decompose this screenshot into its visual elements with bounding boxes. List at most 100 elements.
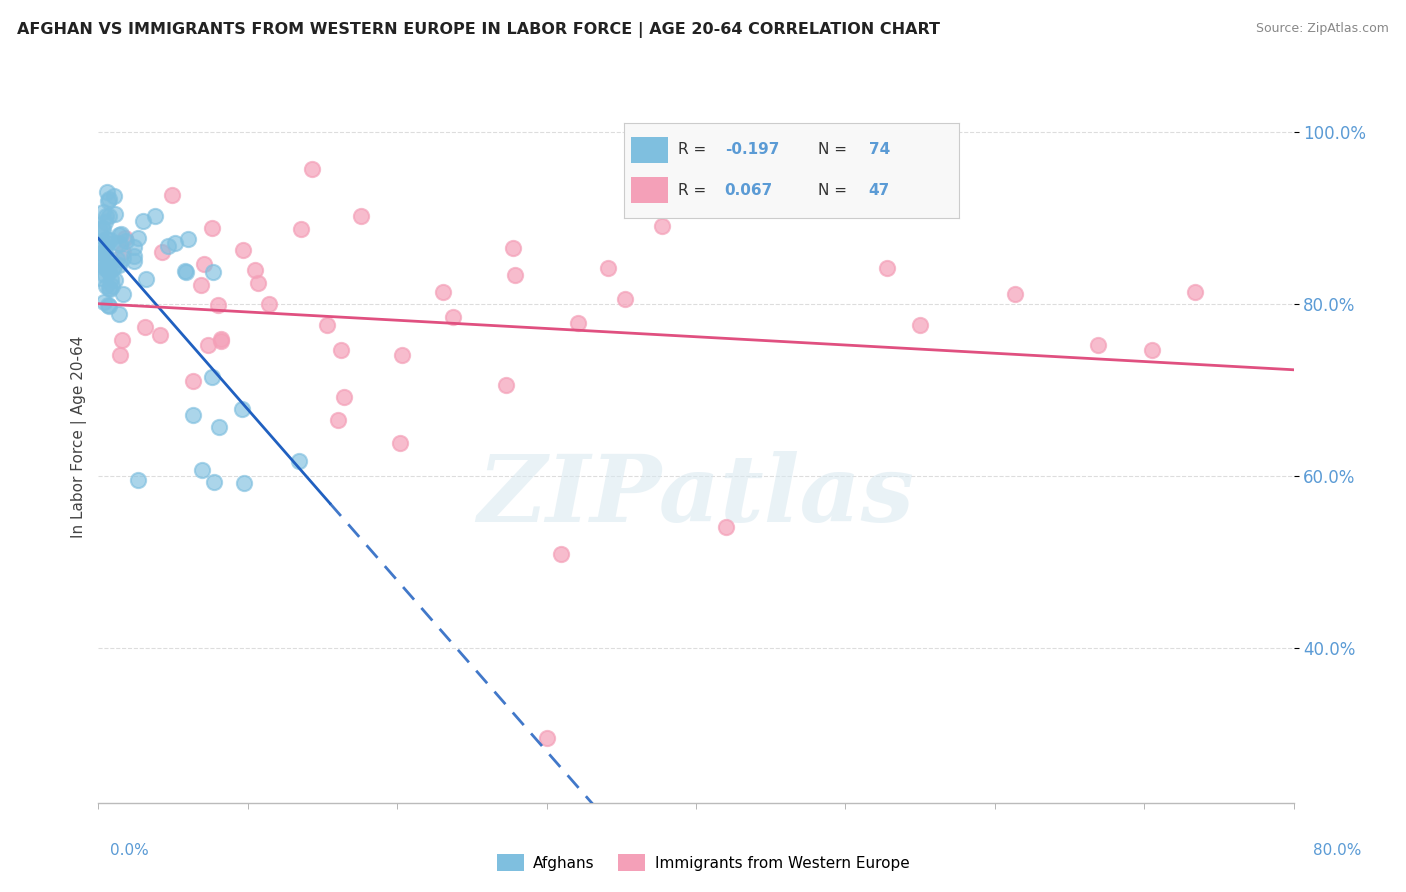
Point bbox=[231, 402, 253, 417]
Point bbox=[257, 297, 280, 311]
Point bbox=[181, 375, 204, 389]
Point bbox=[301, 161, 323, 176]
Point bbox=[97, 193, 120, 207]
Point bbox=[714, 520, 737, 534]
Point bbox=[200, 221, 222, 235]
Point bbox=[150, 245, 173, 260]
Point bbox=[191, 462, 214, 476]
Text: Source: ZipAtlas.com: Source: ZipAtlas.com bbox=[1256, 22, 1389, 36]
Point bbox=[105, 252, 128, 266]
Point bbox=[135, 272, 157, 286]
Point bbox=[495, 378, 517, 392]
Point bbox=[111, 287, 134, 301]
Point bbox=[1140, 343, 1163, 357]
Point bbox=[160, 188, 183, 202]
Point bbox=[536, 731, 558, 746]
Point bbox=[145, 209, 167, 223]
Text: AFGHAN VS IMMIGRANTS FROM WESTERN EUROPE IN LABOR FORCE | AGE 20-64 CORRELATION : AFGHAN VS IMMIGRANTS FROM WESTERN EUROPE… bbox=[17, 22, 939, 38]
Y-axis label: In Labor Force | Age 20-64: In Labor Force | Age 20-64 bbox=[72, 336, 87, 538]
Point bbox=[89, 223, 111, 237]
Point bbox=[503, 268, 526, 283]
Point bbox=[96, 235, 118, 250]
Point bbox=[110, 237, 132, 252]
Point bbox=[190, 278, 212, 293]
Point bbox=[97, 194, 120, 208]
Point bbox=[97, 281, 120, 295]
Point bbox=[176, 232, 198, 246]
Point bbox=[112, 244, 135, 259]
Point bbox=[388, 436, 411, 450]
Point bbox=[100, 272, 122, 286]
Point bbox=[127, 473, 149, 487]
Point bbox=[350, 210, 373, 224]
Point bbox=[290, 222, 312, 236]
Point bbox=[173, 264, 195, 278]
Point bbox=[245, 263, 267, 277]
Point bbox=[107, 227, 129, 242]
Point bbox=[103, 259, 125, 273]
Point bbox=[202, 265, 225, 279]
Point bbox=[908, 318, 931, 333]
Point bbox=[104, 207, 127, 221]
Point bbox=[1004, 286, 1026, 301]
Point bbox=[246, 277, 269, 291]
Point bbox=[127, 231, 149, 245]
Point bbox=[209, 332, 232, 346]
Point bbox=[90, 242, 112, 256]
Point bbox=[391, 349, 413, 363]
Point bbox=[111, 334, 134, 348]
Point bbox=[326, 413, 349, 427]
Point bbox=[98, 282, 121, 296]
Point bbox=[441, 310, 464, 325]
Point bbox=[614, 292, 637, 306]
Point bbox=[202, 475, 225, 490]
Point bbox=[94, 215, 117, 229]
Point bbox=[96, 259, 118, 273]
Point bbox=[124, 240, 146, 254]
Point bbox=[111, 251, 134, 265]
Point bbox=[96, 251, 118, 265]
Text: 0.0%: 0.0% bbox=[110, 843, 149, 858]
Point bbox=[93, 222, 115, 236]
Point bbox=[94, 243, 117, 257]
Point bbox=[91, 245, 114, 260]
Point bbox=[89, 250, 111, 264]
Point bbox=[208, 420, 231, 434]
Point bbox=[108, 348, 131, 362]
Point bbox=[91, 220, 114, 235]
Point bbox=[149, 328, 172, 343]
Point bbox=[432, 285, 454, 299]
Point bbox=[110, 227, 132, 241]
Point bbox=[1184, 285, 1206, 300]
Point bbox=[97, 263, 120, 277]
Point bbox=[197, 338, 219, 352]
Point bbox=[122, 249, 145, 263]
Point bbox=[89, 257, 111, 271]
Point bbox=[114, 230, 136, 244]
Point bbox=[193, 257, 215, 271]
Point bbox=[232, 244, 254, 258]
Point bbox=[134, 319, 156, 334]
Point bbox=[94, 268, 117, 282]
Point bbox=[90, 235, 112, 249]
Point bbox=[876, 261, 898, 276]
Point bbox=[329, 343, 352, 357]
Point bbox=[1087, 338, 1109, 352]
Point bbox=[91, 246, 114, 260]
Text: ZIPatlas: ZIPatlas bbox=[478, 450, 914, 541]
Point bbox=[174, 265, 197, 279]
Point bbox=[103, 260, 125, 275]
Point bbox=[96, 185, 118, 199]
Point bbox=[550, 547, 572, 561]
Point bbox=[93, 294, 115, 309]
Point bbox=[98, 299, 121, 313]
Point bbox=[201, 369, 224, 384]
Point bbox=[90, 256, 112, 270]
Point bbox=[209, 334, 232, 348]
Point bbox=[651, 219, 673, 233]
Point bbox=[96, 279, 118, 293]
Point bbox=[98, 233, 121, 247]
Text: 80.0%: 80.0% bbox=[1313, 843, 1361, 858]
Point bbox=[122, 253, 145, 268]
Point bbox=[108, 258, 131, 272]
